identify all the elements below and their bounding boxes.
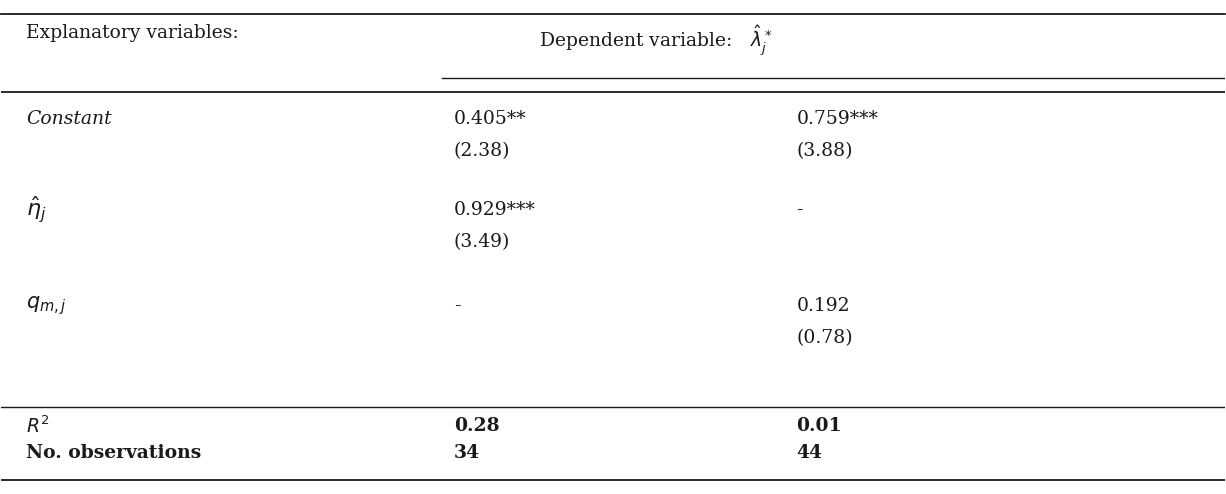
Text: 34: 34 bbox=[454, 444, 481, 462]
Text: -: - bbox=[797, 201, 803, 219]
Text: (2.38): (2.38) bbox=[454, 142, 510, 160]
Text: 0.405**: 0.405** bbox=[454, 110, 527, 128]
Text: $\hat{\eta}_j$: $\hat{\eta}_j$ bbox=[26, 195, 47, 225]
Text: (0.78): (0.78) bbox=[797, 329, 853, 347]
Text: No. observations: No. observations bbox=[26, 444, 201, 462]
Text: 44: 44 bbox=[797, 444, 823, 462]
Text: -: - bbox=[454, 297, 461, 315]
Text: 0.759***: 0.759*** bbox=[797, 110, 878, 128]
Text: Constant: Constant bbox=[26, 110, 112, 128]
Text: (3.49): (3.49) bbox=[454, 233, 510, 251]
Text: Explanatory variables:: Explanatory variables: bbox=[26, 24, 239, 42]
Text: Dependent variable:   $\hat{\lambda}^*_j$: Dependent variable: $\hat{\lambda}^*_j$ bbox=[539, 23, 772, 58]
Text: 0.28: 0.28 bbox=[454, 417, 500, 435]
Text: $R^2$: $R^2$ bbox=[26, 415, 49, 437]
Text: (3.88): (3.88) bbox=[797, 142, 853, 160]
Text: 0.01: 0.01 bbox=[797, 417, 842, 435]
Text: 0.929***: 0.929*** bbox=[454, 201, 536, 219]
Text: 0.192: 0.192 bbox=[797, 297, 850, 315]
Text: $q_{m,j}$: $q_{m,j}$ bbox=[26, 294, 67, 317]
